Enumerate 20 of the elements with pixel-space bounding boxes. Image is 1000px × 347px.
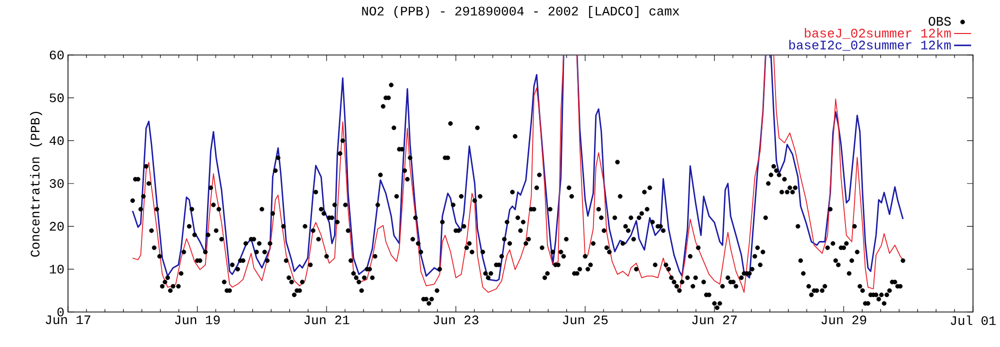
- chart-title: NO2 (PPB) - 291890004 - 2002 [LADCO] camx: [362, 6, 680, 18]
- x-tick-label: Jul 01: [950, 316, 996, 326]
- y-tick-label: 30: [50, 179, 64, 188]
- y-axis-title: Concentration (PPB): [30, 112, 42, 257]
- x-tick-label: Jun 29: [822, 316, 866, 324]
- y-tick-label: 50: [50, 93, 64, 102]
- x-tick-label: Jun 17: [46, 316, 90, 324]
- legend-label: baseJ_02summer 12km: [804, 28, 951, 39]
- x-tick-label: Jun 25: [562, 316, 608, 324]
- y-tick-label: 10: [50, 264, 64, 274]
- x-tick-label: Jun 21: [304, 316, 350, 324]
- y-tick-label: 60: [50, 50, 64, 60]
- legend-label: OBS: [928, 16, 951, 26]
- legend-label: baseI2c_02summer 12km: [789, 40, 951, 51]
- y-tick-label: 0: [57, 308, 64, 316]
- x-tick-label: Jun 23: [434, 316, 478, 324]
- x-tick-label: Jun 27: [692, 316, 737, 324]
- y-tick-label: 20: [50, 222, 64, 231]
- y-tick-label: 40: [50, 136, 64, 146]
- x-tick-label: Jun 19: [175, 316, 220, 324]
